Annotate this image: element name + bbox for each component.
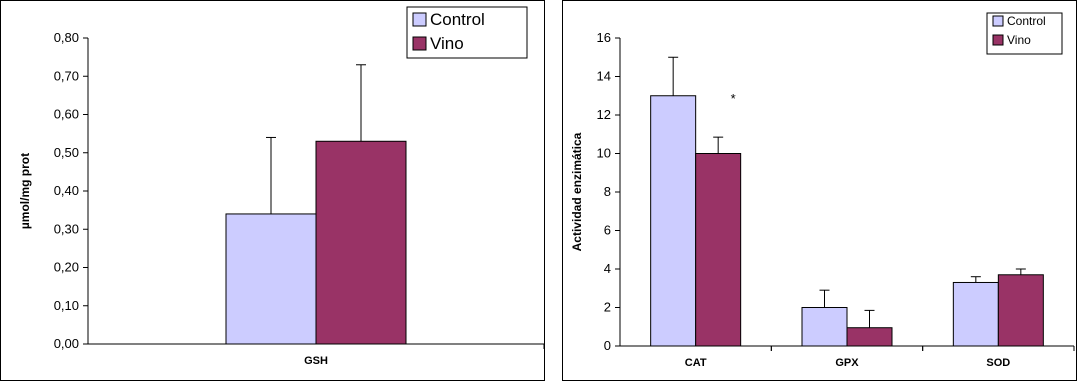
legend-label-vino: Vino bbox=[430, 34, 464, 53]
y-tick-label: 0,10 bbox=[54, 298, 79, 313]
y-tick-label: 0,80 bbox=[54, 30, 79, 45]
significance-marker: * bbox=[731, 91, 736, 106]
x-tick-label-gpx: GPX bbox=[835, 357, 859, 369]
enzyme-chart-svg: 0 2 4 6 8 10 12 14 16 Actividad enzimática CAT GPX S… bbox=[570, 12, 1075, 369]
legend-swatch-vino bbox=[412, 36, 427, 51]
chart-panel-gsh: 0,00 0,10 0,20 0,30 0,40 0,50 0,60 0,70 0,80 µmol… bbox=[0, 0, 545, 381]
chart-panel-enzymes: 0 2 4 6 8 10 12 14 16 Actividad enzimática CAT GPX S… bbox=[562, 0, 1077, 381]
gsh-chart-svg: 0,00 0,10 0,20 0,30 0,40 0,50 0,60 0,70 0,80 µmol… bbox=[18, 6, 545, 367]
bar-cat-control bbox=[650, 95, 697, 347]
legend-label-control: Control bbox=[430, 10, 485, 29]
y-tick-label: 0,40 bbox=[54, 183, 79, 198]
y-tick-label: 2 bbox=[604, 300, 611, 315]
y-tick-label: 0,50 bbox=[54, 145, 79, 160]
y-tick-label: 0,20 bbox=[54, 260, 79, 275]
y-tick-label: 0 bbox=[604, 338, 611, 353]
y-tick-label: 4 bbox=[604, 261, 611, 276]
legend-label-control: Control bbox=[1007, 14, 1046, 28]
legend-box bbox=[406, 6, 528, 59]
bar-sod-vino bbox=[997, 274, 1044, 347]
y-tick-label: 0,70 bbox=[54, 68, 79, 83]
x-tick-label-gsh: GSH bbox=[304, 355, 328, 367]
y-tick-label: 16 bbox=[597, 30, 611, 45]
bar-gsh-control bbox=[225, 213, 317, 345]
y-tick-label: 6 bbox=[604, 223, 611, 238]
x-tick-label-cat: CAT bbox=[685, 357, 707, 369]
x-tick-label-sod: SOD bbox=[986, 357, 1010, 369]
bar-sod-control bbox=[952, 281, 999, 347]
y-axis-title: Actividad enzimática bbox=[570, 132, 584, 251]
bar-gsh-vino bbox=[315, 140, 407, 345]
bar-cat-vino bbox=[695, 153, 742, 347]
y-tick-label: 0,60 bbox=[54, 107, 79, 122]
legend-swatch-control bbox=[992, 15, 1004, 27]
y-tick-label: 0,30 bbox=[54, 221, 79, 236]
y-tick-label: 8 bbox=[604, 184, 611, 199]
legend-label-vino: Vino bbox=[1007, 33, 1031, 47]
y-axis-title: µmol/mg prot bbox=[18, 153, 32, 229]
y-tick-label: 14 bbox=[597, 69, 611, 84]
y-tick-label: 0,00 bbox=[54, 336, 79, 351]
legend-swatch-control bbox=[412, 12, 427, 27]
y-tick-label: 12 bbox=[597, 107, 611, 122]
bar-gpx-control bbox=[801, 307, 848, 347]
y-tick-label: 10 bbox=[597, 146, 611, 161]
legend-swatch-vino bbox=[992, 34, 1004, 46]
bar-gpx-vino bbox=[846, 327, 893, 347]
